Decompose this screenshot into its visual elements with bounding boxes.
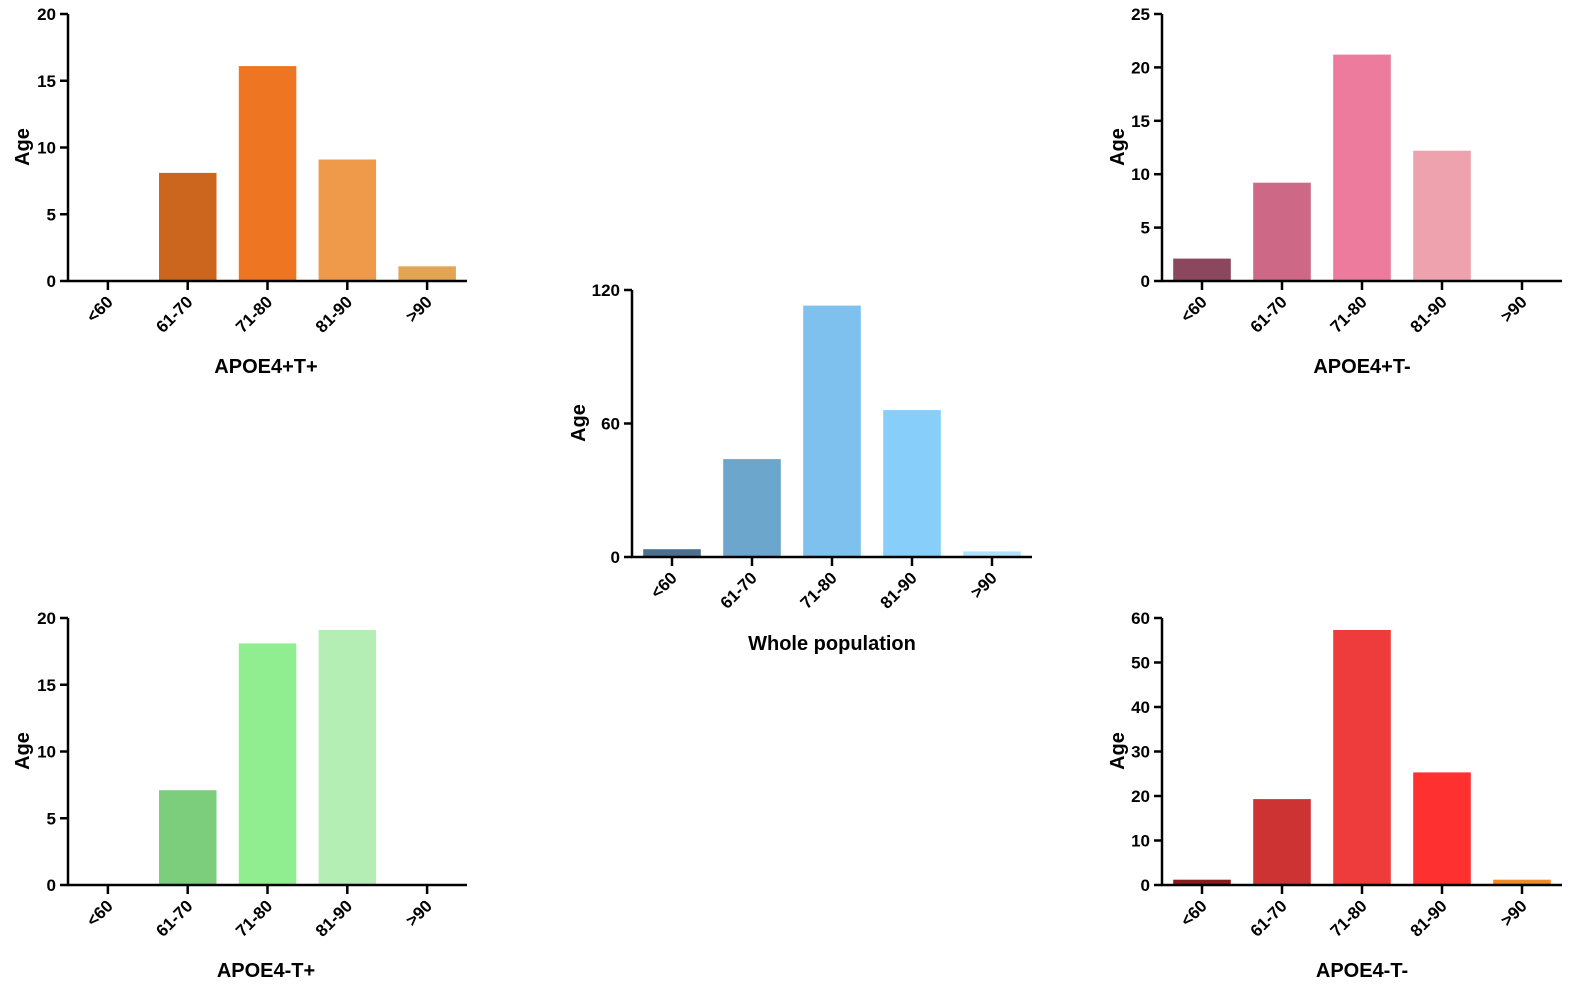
y-tick-label: 10	[1131, 165, 1150, 184]
x-tick-label: <60	[83, 896, 117, 930]
y-tick-label: 0	[611, 548, 620, 567]
x-tick-label: <60	[1177, 292, 1211, 326]
y-tick-label: 60	[601, 415, 620, 434]
chart-apoe4-tplus: 0 5 10 15 20 <60 61-70 71-80 81-90 >90 Age APOE4+T+	[12, 5, 467, 378]
y-tick-label: 25	[1131, 5, 1150, 24]
x-tick-label: <60	[1177, 896, 1211, 930]
x-tick-label: 71-80	[1327, 292, 1371, 336]
bar-3	[238, 66, 297, 281]
y-axis-title: Age	[568, 404, 590, 442]
y-tick-label: 15	[37, 676, 56, 695]
x-tick-label: 71-80	[232, 896, 276, 940]
y-tick-label: 120	[592, 281, 620, 300]
bar-1	[1173, 258, 1231, 281]
x-tick-label: 61-70	[1247, 896, 1291, 940]
bar-4	[318, 630, 377, 885]
y-tick-label: 20	[37, 609, 56, 628]
x-tick-label: <60	[83, 292, 117, 326]
y-tick-label: 20	[37, 5, 56, 24]
y-tick-label: 0	[47, 272, 56, 291]
x-tick-label: >90	[1497, 292, 1531, 326]
chart-apoe4-tminus: 0 5 10 15 20 25 <60 61-70 71-80 81-90 >90 Age APOE4+…	[1107, 5, 1562, 378]
x-axis-title: Whole population	[748, 633, 916, 655]
bar-3	[1333, 630, 1391, 885]
bar-3	[1333, 54, 1391, 281]
x-tick-label: 61-70	[152, 896, 196, 940]
bar-3	[238, 643, 297, 885]
y-tick-label: 5	[47, 205, 56, 224]
x-axis-title: APOE4+T-	[1313, 356, 1410, 378]
x-tick-label: 61-70	[1247, 292, 1291, 336]
bar-2	[1253, 182, 1311, 281]
y-tick-label: 0	[47, 876, 56, 895]
y-tick-label: 30	[1131, 743, 1150, 762]
y-tick-label: 40	[1131, 698, 1150, 717]
bar-2	[1253, 799, 1311, 885]
x-axis-title: APOE4-T-	[1316, 960, 1408, 982]
chart-apoe4neg-tplus: 0 5 10 15 20 <60 61-70 71-80 81-90 >90 Age APOE4-T+	[12, 609, 467, 982]
x-tick-label: >90	[402, 896, 436, 930]
x-axis-title: APOE4-T+	[217, 960, 315, 982]
bar-3	[803, 305, 861, 557]
bar-5	[963, 551, 1021, 557]
x-tick-label: 71-80	[1327, 896, 1371, 940]
bar-4	[883, 410, 941, 557]
y-tick-label: 50	[1131, 654, 1150, 673]
x-tick-label: 81-90	[877, 568, 921, 612]
y-axis-title: Age	[1107, 128, 1129, 166]
x-tick-label: >90	[1497, 896, 1531, 930]
y-tick-label: 10	[37, 139, 56, 158]
bar-5	[398, 266, 456, 281]
y-tick-label: 15	[37, 72, 56, 91]
y-tick-label: 20	[1131, 58, 1150, 77]
bar-2	[159, 790, 217, 885]
x-tick-label: 81-90	[312, 292, 356, 336]
x-tick-label: >90	[402, 292, 436, 326]
chart-whole-population: 0 60 120 <60 61-70 71-80 81-90 >90 Age Whole popu…	[568, 281, 1032, 655]
y-tick-label: 20	[1131, 787, 1150, 806]
bar-2	[723, 459, 781, 557]
y-tick-label: 5	[1141, 219, 1150, 238]
y-tick-label: 5	[47, 809, 56, 828]
bar-4	[318, 159, 377, 281]
bar-2	[159, 172, 217, 281]
x-tick-label: 61-70	[152, 292, 196, 336]
y-axis-title: Age	[1107, 732, 1129, 770]
x-tick-label: >90	[967, 568, 1001, 602]
x-tick-label: 61-70	[717, 568, 761, 612]
chart-apoe4neg-tminus: 0 10 20 30 40 50 60 <60 61-70 71-80 81-90 >90 Age APO…	[1107, 609, 1562, 982]
y-tick-label: 10	[1131, 832, 1150, 851]
y-tick-label: 0	[1141, 876, 1150, 895]
x-tick-label: 81-90	[1407, 292, 1451, 336]
bar-4	[1413, 772, 1471, 885]
bar-4	[1413, 150, 1471, 281]
y-tick-label: 15	[1131, 112, 1150, 131]
x-tick-label: 81-90	[1407, 896, 1451, 940]
bar-5	[1493, 879, 1551, 885]
x-tick-label: 71-80	[232, 292, 276, 336]
bar-1	[643, 549, 701, 557]
bar-1	[1173, 879, 1231, 885]
x-axis-title: APOE4+T+	[214, 356, 317, 378]
y-axis-title: Age	[12, 128, 34, 166]
y-tick-label: 60	[1131, 609, 1150, 628]
y-tick-label: 0	[1141, 272, 1150, 291]
y-tick-label: 10	[37, 743, 56, 762]
x-tick-label: <60	[647, 568, 681, 602]
y-axis-title: Age	[12, 732, 34, 770]
x-tick-label: 81-90	[312, 896, 356, 940]
x-tick-label: 71-80	[797, 568, 841, 612]
